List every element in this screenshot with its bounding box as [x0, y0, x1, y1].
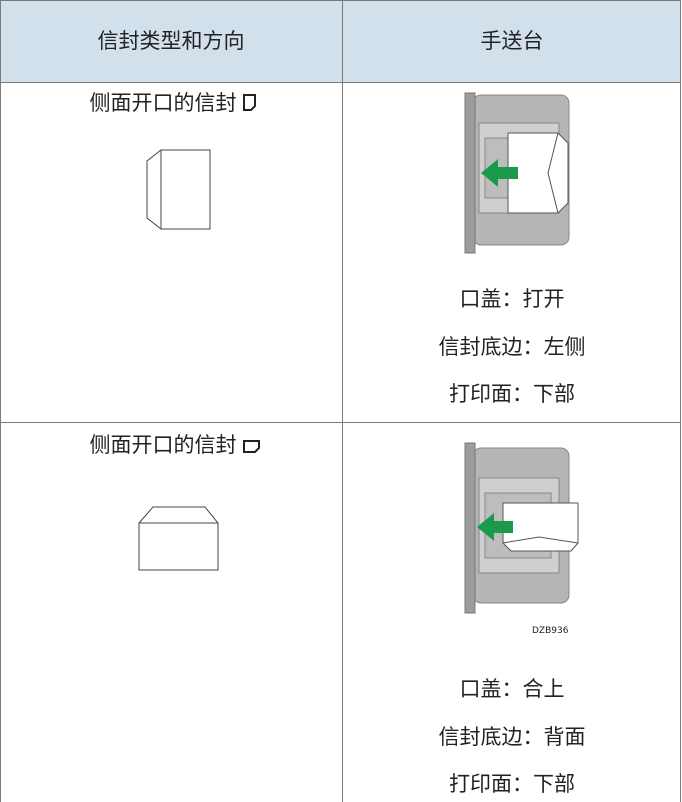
figure-code: DZB936	[532, 626, 569, 636]
setting: 信封底边：左侧	[438, 335, 586, 359]
border	[0, 422, 681, 423]
envelope-type: 侧面开口的信封	[89, 91, 237, 115]
header-bg	[0, 0, 681, 82]
setting: 信封底边：背面	[438, 725, 586, 749]
border	[0, 82, 681, 83]
orientation-icon	[243, 94, 256, 111]
setting: 口盖：合上	[459, 677, 565, 701]
envelope-icon	[138, 506, 219, 571]
envelope-type: 侧面开口的信封	[89, 433, 237, 457]
setting: 打印面：下部	[449, 772, 575, 796]
border	[0, 0, 1, 802]
header-cell: 信封类型和方向	[97, 29, 245, 53]
envelope-icon	[146, 149, 211, 230]
orientation-icon	[243, 440, 260, 453]
border	[0, 0, 681, 1]
setting: 打印面：下部	[449, 382, 575, 406]
border	[342, 0, 343, 802]
tray-figure	[464, 92, 570, 254]
setting: 口盖：打开	[459, 287, 565, 311]
header-cell: 手送台	[480, 29, 544, 53]
border	[680, 0, 681, 802]
tray-figure	[464, 442, 579, 614]
